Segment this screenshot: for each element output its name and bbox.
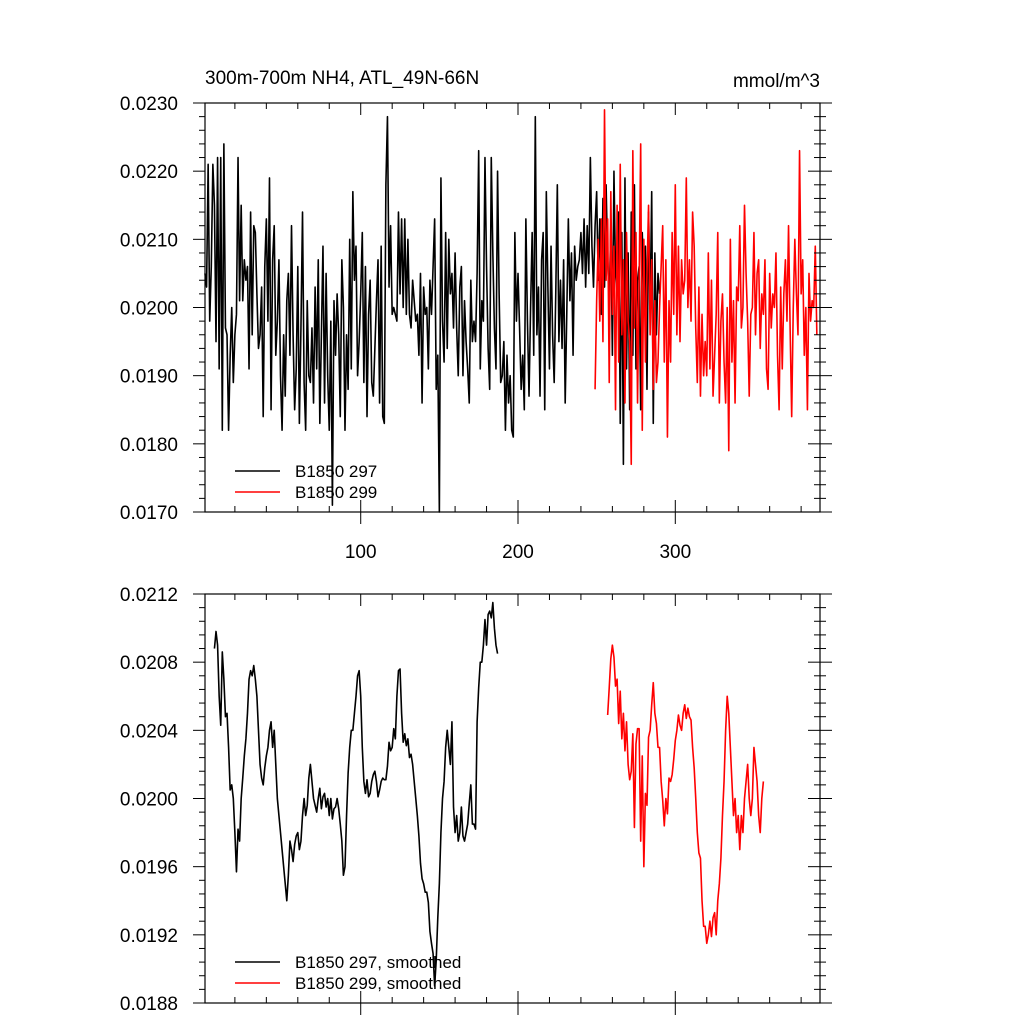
top-y-tick-label: 0.0210 bbox=[120, 230, 178, 251]
top-chart-title: 300m-700m NH4, ATL_49N-66N bbox=[205, 68, 479, 89]
top-axes-group: 100 200 300 0.0170 0.0180 0.0190 0.0200 0.0210 0… bbox=[120, 94, 832, 563]
top-y-tick-label: 0.0190 bbox=[120, 367, 178, 388]
top-chart-units: mmol/m^3 bbox=[733, 71, 820, 92]
bottom-axes-group: 0.0188 0.0192 0.0196 0.0200 0.0204 0.0208 0.02… bbox=[120, 585, 832, 1015]
bottom-panel: 0.0188 0.0192 0.0196 0.0200 0.0204 0.0208 0.02… bbox=[120, 585, 832, 1015]
top-panel: 100 200 300 0.0170 0.0180 0.0190 0.0200 0.0210 0… bbox=[120, 68, 832, 563]
top-y-tick-label: 0.0200 bbox=[120, 299, 178, 320]
bottom-legend-label-0: B1850 297, smoothed bbox=[295, 953, 461, 972]
top-y-tick-label: 0.0230 bbox=[120, 94, 178, 115]
top-series-line-0 bbox=[204, 115, 661, 513]
top-y-tick-label: 0.0220 bbox=[120, 162, 178, 183]
bottom-plot-frame bbox=[204, 593, 821, 1004]
bottom-legend: B1850 297, smoothed B1850 299, smoothed bbox=[235, 953, 461, 993]
bottom-series-group bbox=[213, 601, 765, 987]
top-x-tick-label: 100 bbox=[345, 542, 377, 563]
top-legend-label-1: B1850 299 bbox=[295, 483, 377, 502]
bottom-y-tick-label: 0.0204 bbox=[120, 721, 179, 742]
top-legend: B1850 297 B1850 299 bbox=[235, 462, 377, 502]
bottom-y-tick-label: 0.0192 bbox=[120, 926, 178, 947]
bottom-y-tick-label: 0.0200 bbox=[120, 790, 178, 811]
bottom-series-line-1 bbox=[606, 644, 765, 945]
bottom-series-line-0 bbox=[213, 601, 499, 987]
bottom-y-tick-label: 0.0212 bbox=[120, 585, 178, 606]
top-x-tick-label: 300 bbox=[659, 542, 691, 563]
bottom-y-tick-label: 0.0208 bbox=[120, 653, 178, 674]
top-series-group bbox=[204, 109, 818, 513]
top-legend-label-0: B1850 297 bbox=[295, 462, 377, 481]
bottom-y-tick-label: 0.0188 bbox=[120, 994, 178, 1015]
bottom-legend-label-1: B1850 299, smoothed bbox=[295, 974, 461, 993]
top-y-tick-label: 0.0170 bbox=[120, 503, 178, 524]
top-x-tick-label: 200 bbox=[502, 542, 534, 563]
top-y-tick-label: 0.0180 bbox=[120, 435, 178, 456]
top-series-line-1 bbox=[594, 109, 818, 466]
bottom-y-tick-label: 0.0196 bbox=[120, 858, 178, 879]
